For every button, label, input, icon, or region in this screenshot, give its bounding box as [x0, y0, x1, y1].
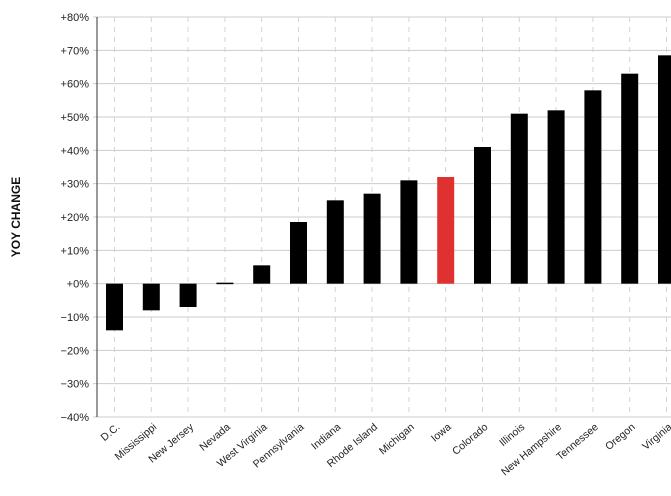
bar-pennsylvania	[290, 222, 307, 284]
y-tick-label: +0%	[67, 279, 90, 291]
bar-indiana	[326, 200, 344, 284]
bar-tennessee	[584, 90, 602, 284]
y-tick-label: +30%	[61, 179, 90, 191]
bar-illinois	[510, 113, 528, 284]
bar-d-c	[106, 283, 123, 331]
y-tick-label: +10%	[61, 245, 90, 257]
y-tick-label: +20%	[61, 212, 90, 224]
y-tick-label: +70%	[61, 45, 90, 57]
bar-west-virginia	[253, 265, 271, 284]
category-label: Virginia	[640, 421, 671, 453]
category-label: Indiana	[309, 421, 343, 452]
bar-new-hampshire	[547, 110, 565, 284]
y-tick-label: +40%	[61, 145, 90, 157]
y-tick-label: −10%	[61, 312, 90, 324]
bar-mississippi	[142, 283, 160, 311]
y-tick-label: +60%	[61, 79, 90, 91]
category-label: Michigan	[377, 421, 417, 457]
y-tick-label: +50%	[61, 112, 90, 124]
bar-nevada	[216, 282, 234, 285]
y-tick-label: −20%	[61, 345, 90, 357]
bar-new-jersey	[179, 283, 197, 307]
y-tick-label: −40%	[61, 412, 90, 424]
horizontal-gridlines	[93, 16, 671, 418]
category-label: Iowa	[429, 421, 454, 445]
bar-oregon	[621, 73, 639, 284]
bars	[106, 55, 671, 331]
y-tick-label: +80%	[61, 12, 90, 24]
bar-rhode-island	[363, 193, 381, 284]
category-label: D.C.	[99, 421, 123, 444]
bar-iowa	[437, 177, 455, 284]
bar-colorado	[474, 147, 491, 284]
bar-virginia	[658, 55, 671, 284]
category-label: Oregon	[603, 421, 638, 453]
y-tick-label: −30%	[61, 379, 90, 391]
y-axis-title: YOY CHANGE	[9, 177, 23, 257]
bar-michigan	[400, 180, 418, 284]
category-label: Colorado	[450, 421, 490, 458]
category-label: Illinois	[497, 421, 527, 449]
y-tick-labels: +80% +70% +60% +50% +40% +30% +20% +10% +0% −10% −…	[61, 12, 90, 424]
